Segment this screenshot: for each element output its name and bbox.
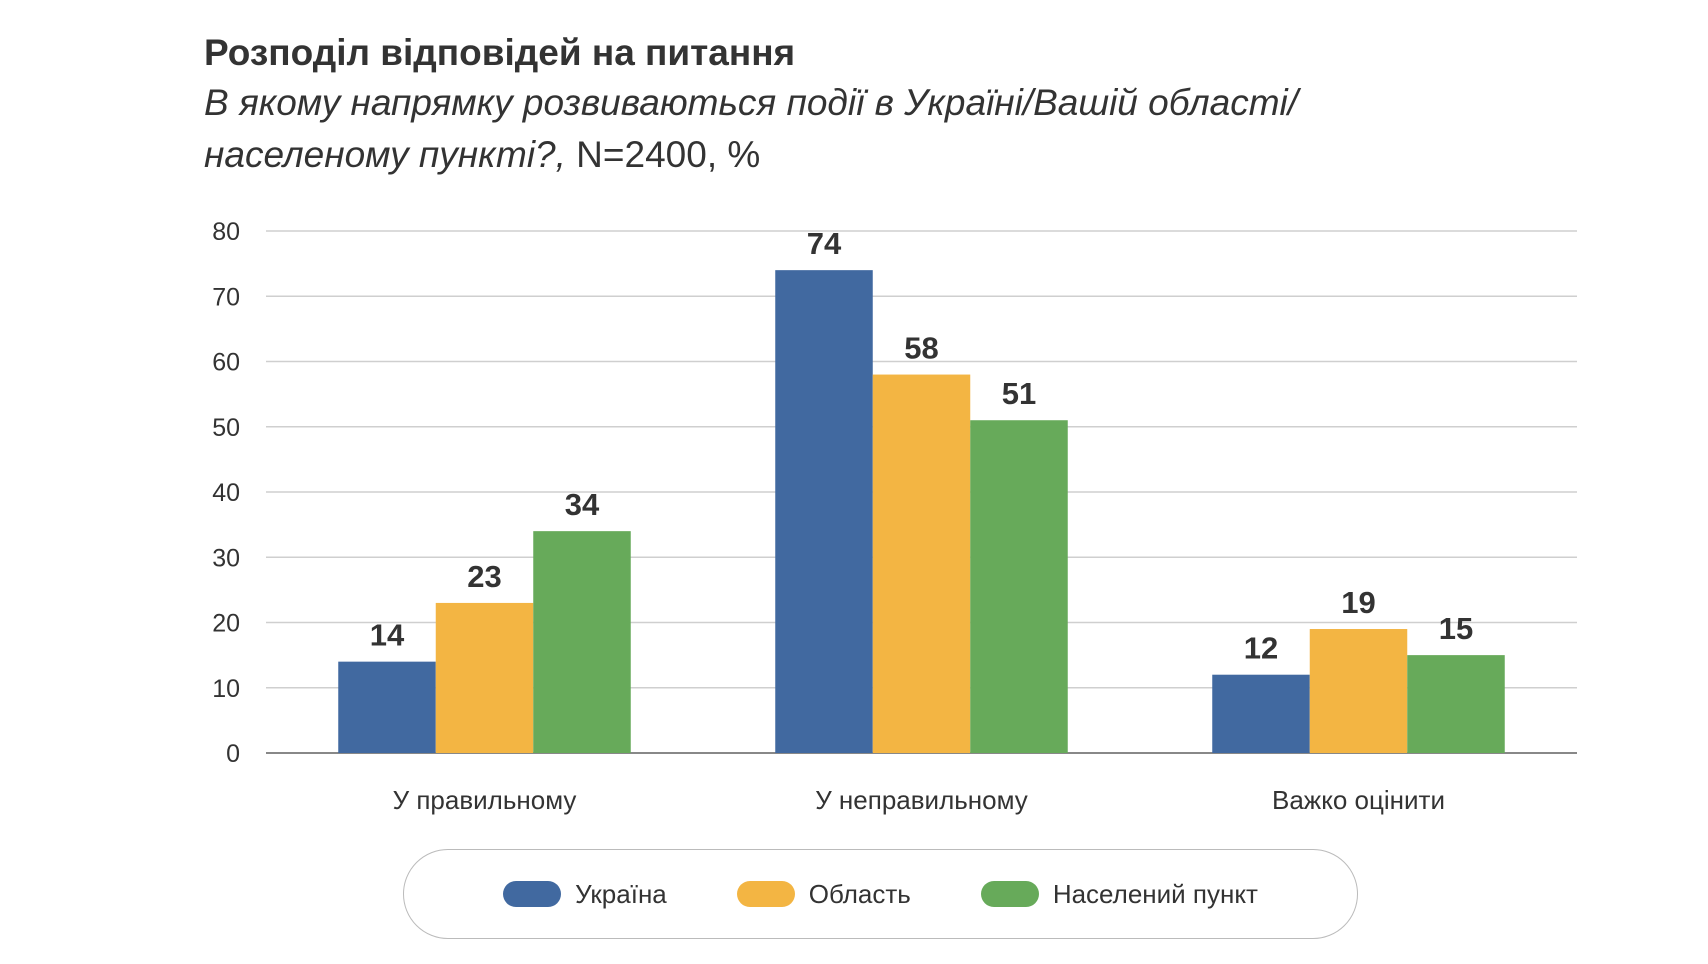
data-label: 58 xyxy=(904,331,938,366)
legend-item: Населений пункт xyxy=(980,878,1258,910)
y-tick-label: 80 xyxy=(212,218,240,246)
x-category-label: У неправильному xyxy=(815,785,1028,815)
subtitle-question-part1: В якому напрямку розвиваються події в Ук… xyxy=(204,82,1299,123)
bar xyxy=(1407,655,1505,753)
y-tick-label: 30 xyxy=(212,544,240,572)
bar xyxy=(435,602,534,753)
data-label: 34 xyxy=(565,487,600,522)
legend-label: Область xyxy=(808,878,911,909)
bar xyxy=(338,661,436,753)
data-label: 15 xyxy=(1439,611,1473,646)
legend: Україна Область Населений пункт xyxy=(403,849,1358,939)
y-tick-label: 70 xyxy=(212,283,240,311)
y-tick-label: 20 xyxy=(212,610,240,638)
bar xyxy=(872,374,971,753)
subtitle-sample-size: N=2400, % xyxy=(565,134,761,175)
y-tick-label: 0 xyxy=(226,740,240,768)
data-label: 19 xyxy=(1341,585,1375,620)
y-tick-label: 40 xyxy=(212,479,240,507)
y-tick-label: 10 xyxy=(212,675,240,703)
chart-subtitle-line2: населеному пункті?, N=2400, % xyxy=(204,134,760,176)
chart-subtitle-line1: В якому напрямку розвиваються події в Ук… xyxy=(204,82,1298,124)
data-label: 51 xyxy=(1002,376,1036,411)
y-tick-label: 60 xyxy=(212,349,240,377)
legend-item: Область xyxy=(736,878,911,910)
bar xyxy=(1212,674,1310,753)
bar xyxy=(775,270,873,753)
legend-label: Населений пункт xyxy=(1052,878,1258,909)
data-label: 74 xyxy=(807,226,842,261)
legend-swatch xyxy=(503,881,562,907)
chart-title: Розподіл відповідей на питання xyxy=(204,32,796,73)
x-category-label: Важко оцінити xyxy=(1272,785,1445,815)
y-tick-label: 50 xyxy=(212,414,240,442)
legend-swatch xyxy=(736,881,795,907)
data-label: 23 xyxy=(467,559,501,594)
legend-swatch xyxy=(980,881,1039,907)
legend-item: Україна xyxy=(503,879,667,910)
legend-label: Україна xyxy=(575,878,667,909)
x-category-label: У правильному xyxy=(393,785,577,815)
bar xyxy=(533,531,631,753)
subtitle-question-part2: населеному пункті?, xyxy=(204,134,566,175)
data-label: 14 xyxy=(370,618,405,653)
bar xyxy=(970,420,1068,753)
data-label: 12 xyxy=(1244,631,1278,666)
bar xyxy=(1309,629,1408,753)
